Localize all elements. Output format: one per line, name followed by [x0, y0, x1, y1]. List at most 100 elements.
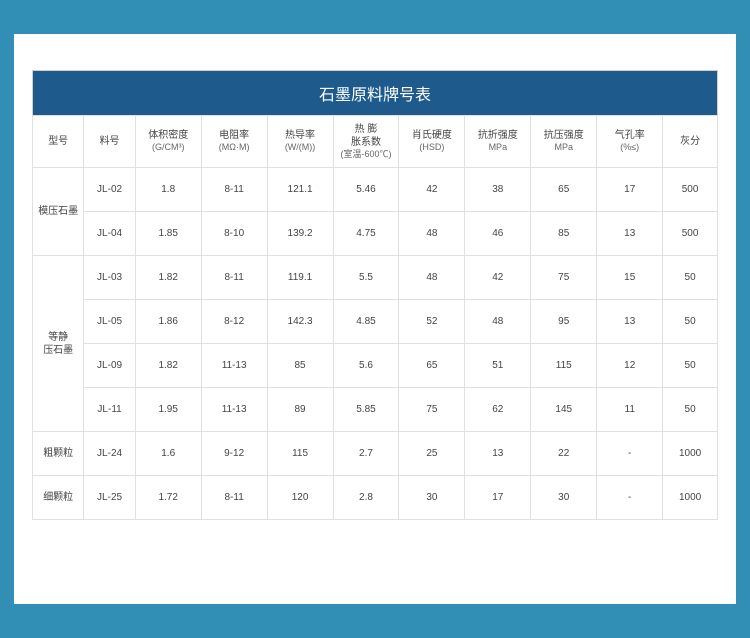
outer-frame: 石墨原料牌号表 型号料号体积密度(G/CM³)电阻率(MΩ·M)热导率(W/(M… — [0, 0, 750, 638]
table-body: 模压石墨JL-021.88-11121.15.4642386517500JL-0… — [33, 168, 718, 520]
cell-hardness: 30 — [399, 476, 465, 520]
cell-resist: 9-12 — [201, 432, 267, 476]
cell-thermal: 85 — [267, 344, 333, 388]
col-header-4: 热导率(W/(M)) — [267, 116, 333, 168]
cell-comp: 75 — [531, 256, 597, 300]
col-header-label: 型号 — [48, 136, 68, 147]
cell-ash: 50 — [663, 388, 718, 432]
type-cell: 等静 压石墨 — [33, 256, 84, 432]
cell-resist: 8-12 — [201, 300, 267, 344]
cell-flex: 13 — [465, 432, 531, 476]
cell-code: JL-05 — [84, 300, 135, 344]
cell-resist: 8-11 — [201, 168, 267, 212]
cell-porosity: - — [597, 432, 663, 476]
cell-porosity: 13 — [597, 212, 663, 256]
cell-density: 1.72 — [135, 476, 201, 520]
cell-porosity: 15 — [597, 256, 663, 300]
cell-code: JL-24 — [84, 432, 135, 476]
cell-expand: 5.85 — [333, 388, 399, 432]
cell-density: 1.8 — [135, 168, 201, 212]
table-row: 模压石墨JL-021.88-11121.15.4642386517500 — [33, 168, 718, 212]
cell-ash: 50 — [663, 300, 718, 344]
cell-ash: 50 — [663, 344, 718, 388]
cell-resist: 8-11 — [201, 476, 267, 520]
cell-expand: 5.5 — [333, 256, 399, 300]
cell-density: 1.95 — [135, 388, 201, 432]
table-row: 细颗粒JL-251.728-111202.8301730-1000 — [33, 476, 718, 520]
cell-thermal: 120 — [267, 476, 333, 520]
cell-code: JL-11 — [84, 388, 135, 432]
col-header-10: 灰分 — [663, 116, 718, 168]
col-header-label: 气孔率 — [615, 130, 645, 141]
cell-thermal: 115 — [267, 432, 333, 476]
cell-thermal: 119.1 — [267, 256, 333, 300]
col-header-7: 抗折强度MPa — [465, 116, 531, 168]
col-header-0: 型号 — [33, 116, 84, 168]
cell-comp: 65 — [531, 168, 597, 212]
cell-flex: 38 — [465, 168, 531, 212]
cell-code: JL-02 — [84, 168, 135, 212]
cell-porosity: 11 — [597, 388, 663, 432]
col-header-unit: (%≤) — [599, 142, 660, 154]
cell-density: 1.86 — [135, 300, 201, 344]
cell-hardness: 65 — [399, 344, 465, 388]
cell-flex: 46 — [465, 212, 531, 256]
col-header-label: 电阻率 — [219, 130, 249, 141]
graphite-spec-table: 型号料号体积密度(G/CM³)电阻率(MΩ·M)热导率(W/(M))热 膨 胀系… — [32, 115, 718, 520]
cell-thermal: 89 — [267, 388, 333, 432]
cell-density: 1.6 — [135, 432, 201, 476]
cell-comp: 22 — [531, 432, 597, 476]
table-header-row: 型号料号体积密度(G/CM³)电阻率(MΩ·M)热导率(W/(M))热 膨 胀系… — [33, 116, 718, 168]
cell-ash: 50 — [663, 256, 718, 300]
cell-hardness: 25 — [399, 432, 465, 476]
col-header-unit: MPa — [533, 142, 594, 154]
cell-ash: 1000 — [663, 432, 718, 476]
type-cell: 细颗粒 — [33, 476, 84, 520]
col-header-8: 抗压强度MPa — [531, 116, 597, 168]
cell-thermal: 142.3 — [267, 300, 333, 344]
cell-resist: 11-13 — [201, 344, 267, 388]
table-row: 粗颗粒JL-241.69-121152.7251322-1000 — [33, 432, 718, 476]
cell-flex: 48 — [465, 300, 531, 344]
cell-density: 1.82 — [135, 344, 201, 388]
cell-resist: 8-10 — [201, 212, 267, 256]
cell-flex: 62 — [465, 388, 531, 432]
cell-hardness: 75 — [399, 388, 465, 432]
col-header-label: 抗压强度 — [544, 130, 584, 141]
cell-code: JL-25 — [84, 476, 135, 520]
cell-expand: 2.8 — [333, 476, 399, 520]
inner-panel: 石墨原料牌号表 型号料号体积密度(G/CM³)电阻率(MΩ·M)热导率(W/(M… — [14, 34, 736, 604]
cell-hardness: 48 — [399, 212, 465, 256]
cell-comp: 115 — [531, 344, 597, 388]
col-header-unit: (G/CM³) — [138, 142, 199, 154]
table-row: JL-111.9511-13895.8575621451150 — [33, 388, 718, 432]
col-header-label: 抗折强度 — [478, 130, 518, 141]
cell-flex: 51 — [465, 344, 531, 388]
cell-porosity: 13 — [597, 300, 663, 344]
col-header-6: 肖氏硬度(HSD) — [399, 116, 465, 168]
col-header-5: 热 膨 胀系数(室温-600℃) — [333, 116, 399, 168]
cell-expand: 4.75 — [333, 212, 399, 256]
cell-comp: 95 — [531, 300, 597, 344]
col-header-unit: (室温-600℃) — [336, 149, 397, 161]
col-header-label: 料号 — [100, 136, 120, 147]
table-title: 石墨原料牌号表 — [32, 70, 718, 115]
col-header-2: 体积密度(G/CM³) — [135, 116, 201, 168]
cell-hardness: 42 — [399, 168, 465, 212]
cell-density: 1.82 — [135, 256, 201, 300]
table-row: 等静 压石墨JL-031.828-11119.15.54842751550 — [33, 256, 718, 300]
cell-hardness: 48 — [399, 256, 465, 300]
cell-hardness: 52 — [399, 300, 465, 344]
cell-comp: 30 — [531, 476, 597, 520]
col-header-label: 肖氏硬度 — [412, 130, 452, 141]
type-cell: 粗颗粒 — [33, 432, 84, 476]
type-cell: 模压石墨 — [33, 168, 84, 256]
table-row: JL-041.858-10139.24.7548468513500 — [33, 212, 718, 256]
cell-code: JL-09 — [84, 344, 135, 388]
cell-resist: 11-13 — [201, 388, 267, 432]
cell-expand: 5.6 — [333, 344, 399, 388]
cell-ash: 1000 — [663, 476, 718, 520]
cell-porosity: 12 — [597, 344, 663, 388]
cell-thermal: 121.1 — [267, 168, 333, 212]
col-header-label: 热 膨 胀系数 — [351, 124, 381, 148]
